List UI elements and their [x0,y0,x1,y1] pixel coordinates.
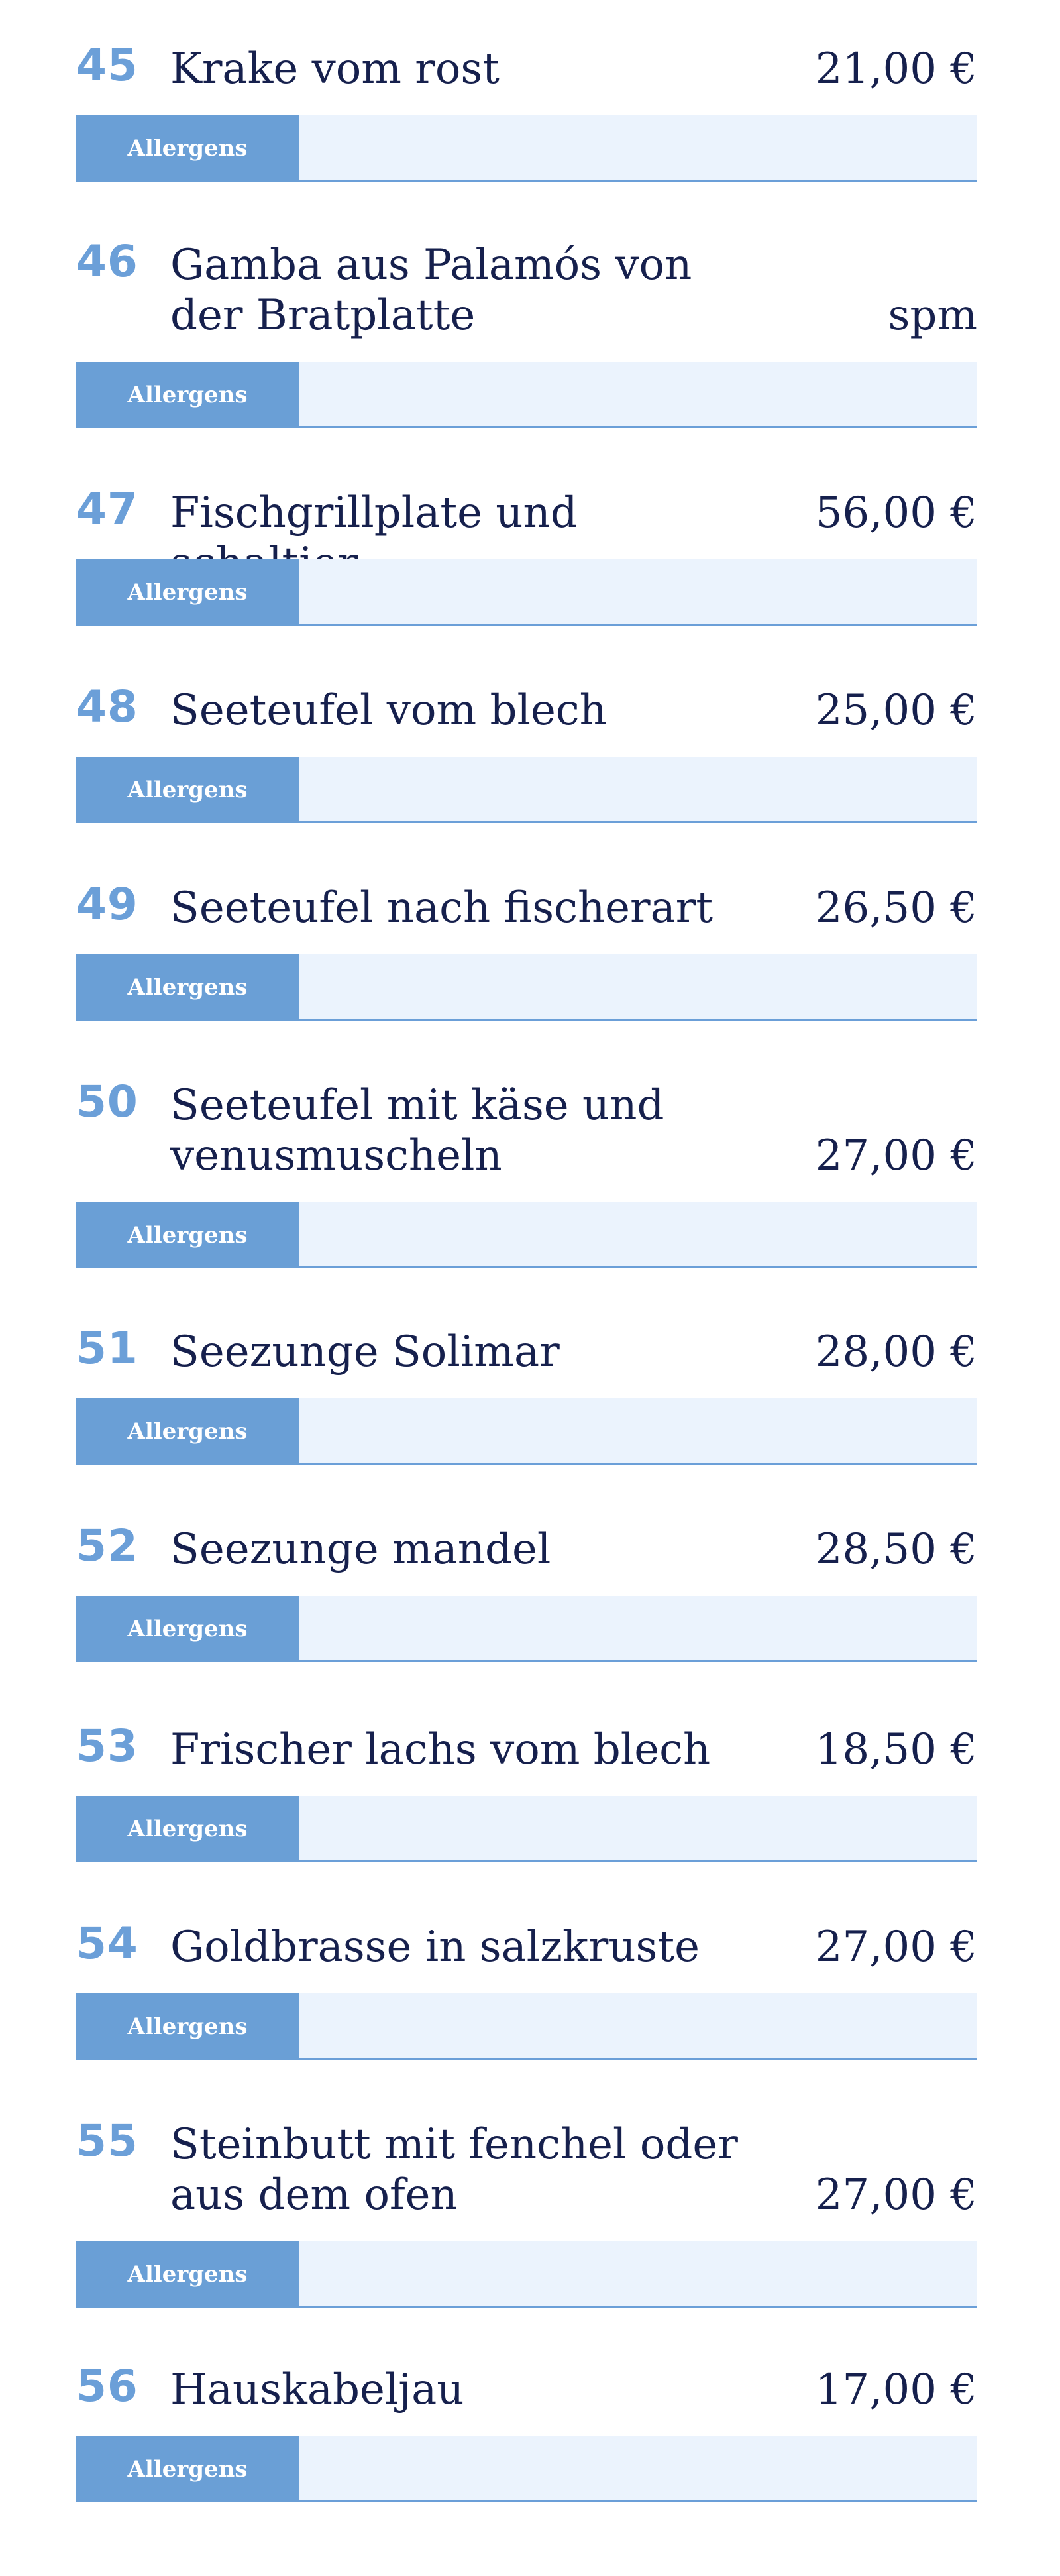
item-number: 54 [76,1918,138,1969]
allergens-bar: Allergens [76,954,977,1021]
item-number: 56 [76,2361,138,2412]
allergens-bar: Allergens [76,2241,977,2308]
item-price: 56,00 € [815,488,977,537]
allergens-bar: Allergens [76,1993,977,2060]
item-name: Frischer lachs vom blech [170,1725,711,1774]
allergens-button[interactable]: Allergens [76,954,299,1021]
item-price: 17,00 € [815,2365,977,2414]
item-price: 26,50 € [815,883,977,932]
item-number: 48 [76,681,138,732]
item-name: Seezunge Solimar [170,1327,560,1376]
item-name: Seeteufel mit käse und venusmuscheln [170,1081,664,1180]
item-number: 45 [76,40,138,91]
item-name: Seeteufel nach fischerart [170,883,714,932]
item-name: Seeteufel vom blech [170,686,607,735]
item-number: 55 [76,2115,138,2166]
item-price: spm [888,291,978,340]
item-price: 27,00 € [815,1131,977,1180]
allergens-bar: Allergens [76,362,977,428]
item-price: 25,00 € [815,686,977,735]
allergens-button[interactable]: Allergens [76,2436,299,2502]
allergens-bar: Allergens [76,1796,977,1862]
allergens-button[interactable]: Allergens [76,115,299,182]
item-number: 52 [76,1520,138,1571]
allergens-bar: Allergens [76,115,977,182]
allergens-button[interactable]: Allergens [76,559,299,626]
allergens-button[interactable]: Allergens [76,2241,299,2308]
item-price: 27,00 € [815,1923,977,1972]
item-number: 47 [76,484,138,535]
item-number: 51 [76,1323,138,1374]
item-number: 50 [76,1076,138,1127]
item-name: Gamba aus Palamós von der Bratplatte [170,241,692,340]
item-price: 28,50 € [815,1525,977,1574]
allergens-bar: Allergens [76,1398,977,1465]
allergens-button[interactable]: Allergens [76,1596,299,1662]
item-number: 46 [76,236,138,287]
item-price: 21,00 € [815,44,977,93]
item-name: Krake vom rost [170,44,500,93]
allergens-bar: Allergens [76,757,977,823]
allergens-button[interactable]: Allergens [76,757,299,823]
allergens-bar: Allergens [76,1596,977,1662]
allergens-button[interactable]: Allergens [76,1398,299,1465]
allergens-bar: Allergens [76,559,977,626]
allergens-bar: Allergens [76,2436,977,2502]
item-name: Steinbutt mit fenchel oder aus dem ofen [170,2120,738,2219]
item-name: Hauskabeljau [170,2365,464,2414]
allergens-button[interactable]: Allergens [76,1202,299,1268]
allergens-button[interactable]: Allergens [76,1993,299,2060]
item-price: 28,00 € [815,1327,977,1376]
item-name: Seezunge mandel [170,1525,551,1574]
allergens-button[interactable]: Allergens [76,362,299,428]
item-number: 53 [76,1720,138,1771]
item-number: 49 [76,879,138,930]
allergens-button[interactable]: Allergens [76,1796,299,1862]
item-name: Goldbrasse in salzkruste [170,1923,700,1972]
item-price: 18,50 € [815,1725,977,1774]
allergens-bar: Allergens [76,1202,977,1268]
item-price: 27,00 € [815,2170,977,2219]
